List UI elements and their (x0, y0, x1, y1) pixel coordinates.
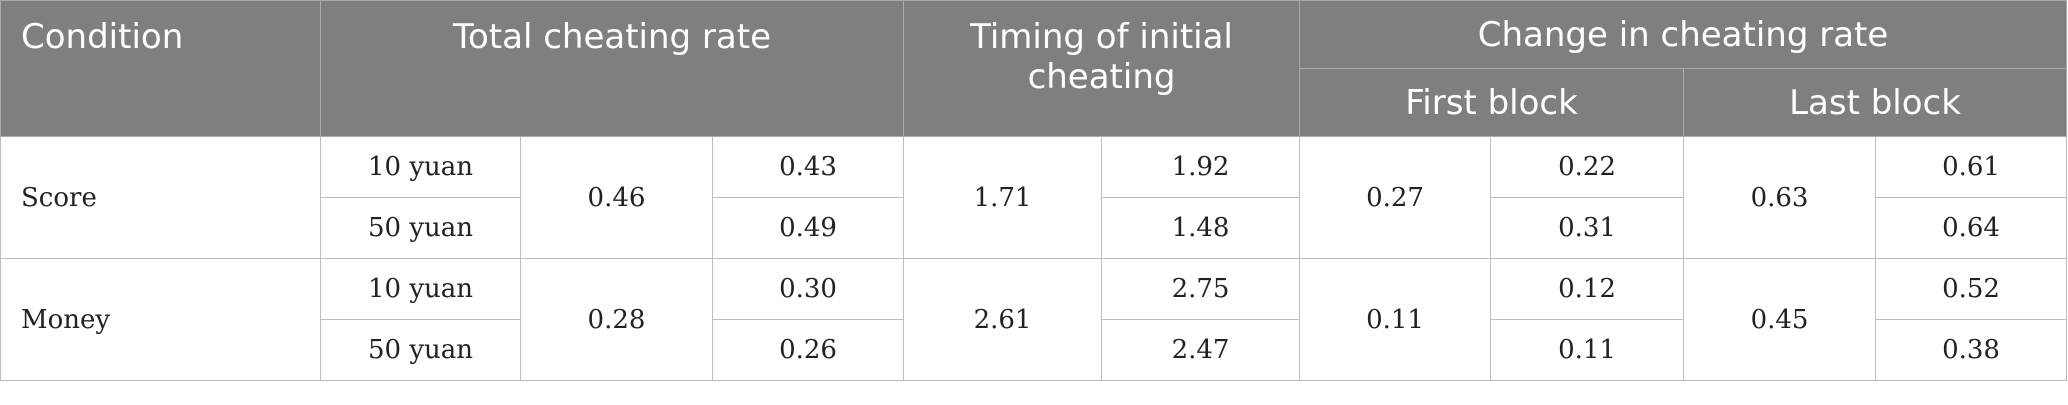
table-body: Score 10 yuan 0.46 0.43 1.71 1.92 0.27 0… (0, 136, 2068, 381)
sub-first-block-cell: 0.12 (1490, 258, 1685, 320)
timing-cell: 2.61 (903, 258, 1103, 381)
header-condition: Condition (0, 0, 321, 137)
sub-total-cell: 0.30 (711, 258, 905, 320)
sub-last-block-cell: 0.61 (1875, 136, 2068, 198)
table-header: Condition Total cheating rate Timing of … (0, 0, 2068, 137)
sub-timing-cell: 1.48 (1101, 197, 1301, 259)
header-last-block: Last block (1683, 68, 2068, 137)
sub-total-cell: 0.49 (711, 197, 905, 259)
header-change-in-cheating-rate: Change in cheating rate (1299, 0, 2068, 69)
sub-timing-cell: 1.92 (1101, 136, 1301, 198)
table-row: Score 10 yuan 0.46 0.43 1.71 1.92 0.27 0… (0, 136, 2068, 259)
sub-last-block-cell: 0.38 (1875, 319, 2068, 381)
results-table: Condition Total cheating rate Timing of … (0, 0, 2068, 381)
timing-cell: 1.71 (903, 136, 1103, 259)
header-total-cheating-rate: Total cheating rate (319, 0, 905, 137)
sub-timing-cell: 2.47 (1101, 319, 1301, 381)
sub-first-block-cell: 0.22 (1490, 136, 1685, 198)
sub-first-block-cell: 0.11 (1490, 319, 1685, 381)
total-cell: 0.46 (520, 136, 713, 259)
table-row: 50 yuan 0.26 2.47 0.11 0.38 (1, 319, 2068, 381)
last-block-cell: 0.45 (1683, 258, 1877, 381)
first-block-cell: 0.11 (1299, 258, 1492, 381)
total-cell: 0.28 (520, 258, 713, 381)
header-first-block: First block (1299, 68, 1685, 137)
sub-last-block-cell: 0.52 (1875, 258, 2068, 320)
condition-cell: Score (0, 136, 321, 259)
sub-first-block-cell: 0.31 (1490, 197, 1685, 259)
last-block-cell: 0.63 (1683, 136, 1877, 259)
sub-label-cell: 10 yuan (320, 258, 521, 320)
sub-timing-cell: 2.75 (1101, 258, 1301, 320)
sub-label-cell: 50 yuan (320, 319, 521, 381)
sub-label-cell: 50 yuan (320, 197, 521, 259)
sub-total-cell: 0.43 (711, 136, 905, 198)
sub-total-cell: 0.26 (711, 319, 905, 381)
table-row: Money 10 yuan 0.28 0.30 2.61 2.75 0.11 0… (0, 258, 2068, 381)
condition-cell: Money (0, 258, 321, 381)
header-timing-initial-cheating: Timing of initial cheating (903, 0, 1301, 137)
sub-label-cell: 10 yuan (320, 136, 521, 198)
first-block-cell: 0.27 (1299, 136, 1492, 259)
sub-last-block-cell: 0.64 (1875, 197, 2068, 259)
